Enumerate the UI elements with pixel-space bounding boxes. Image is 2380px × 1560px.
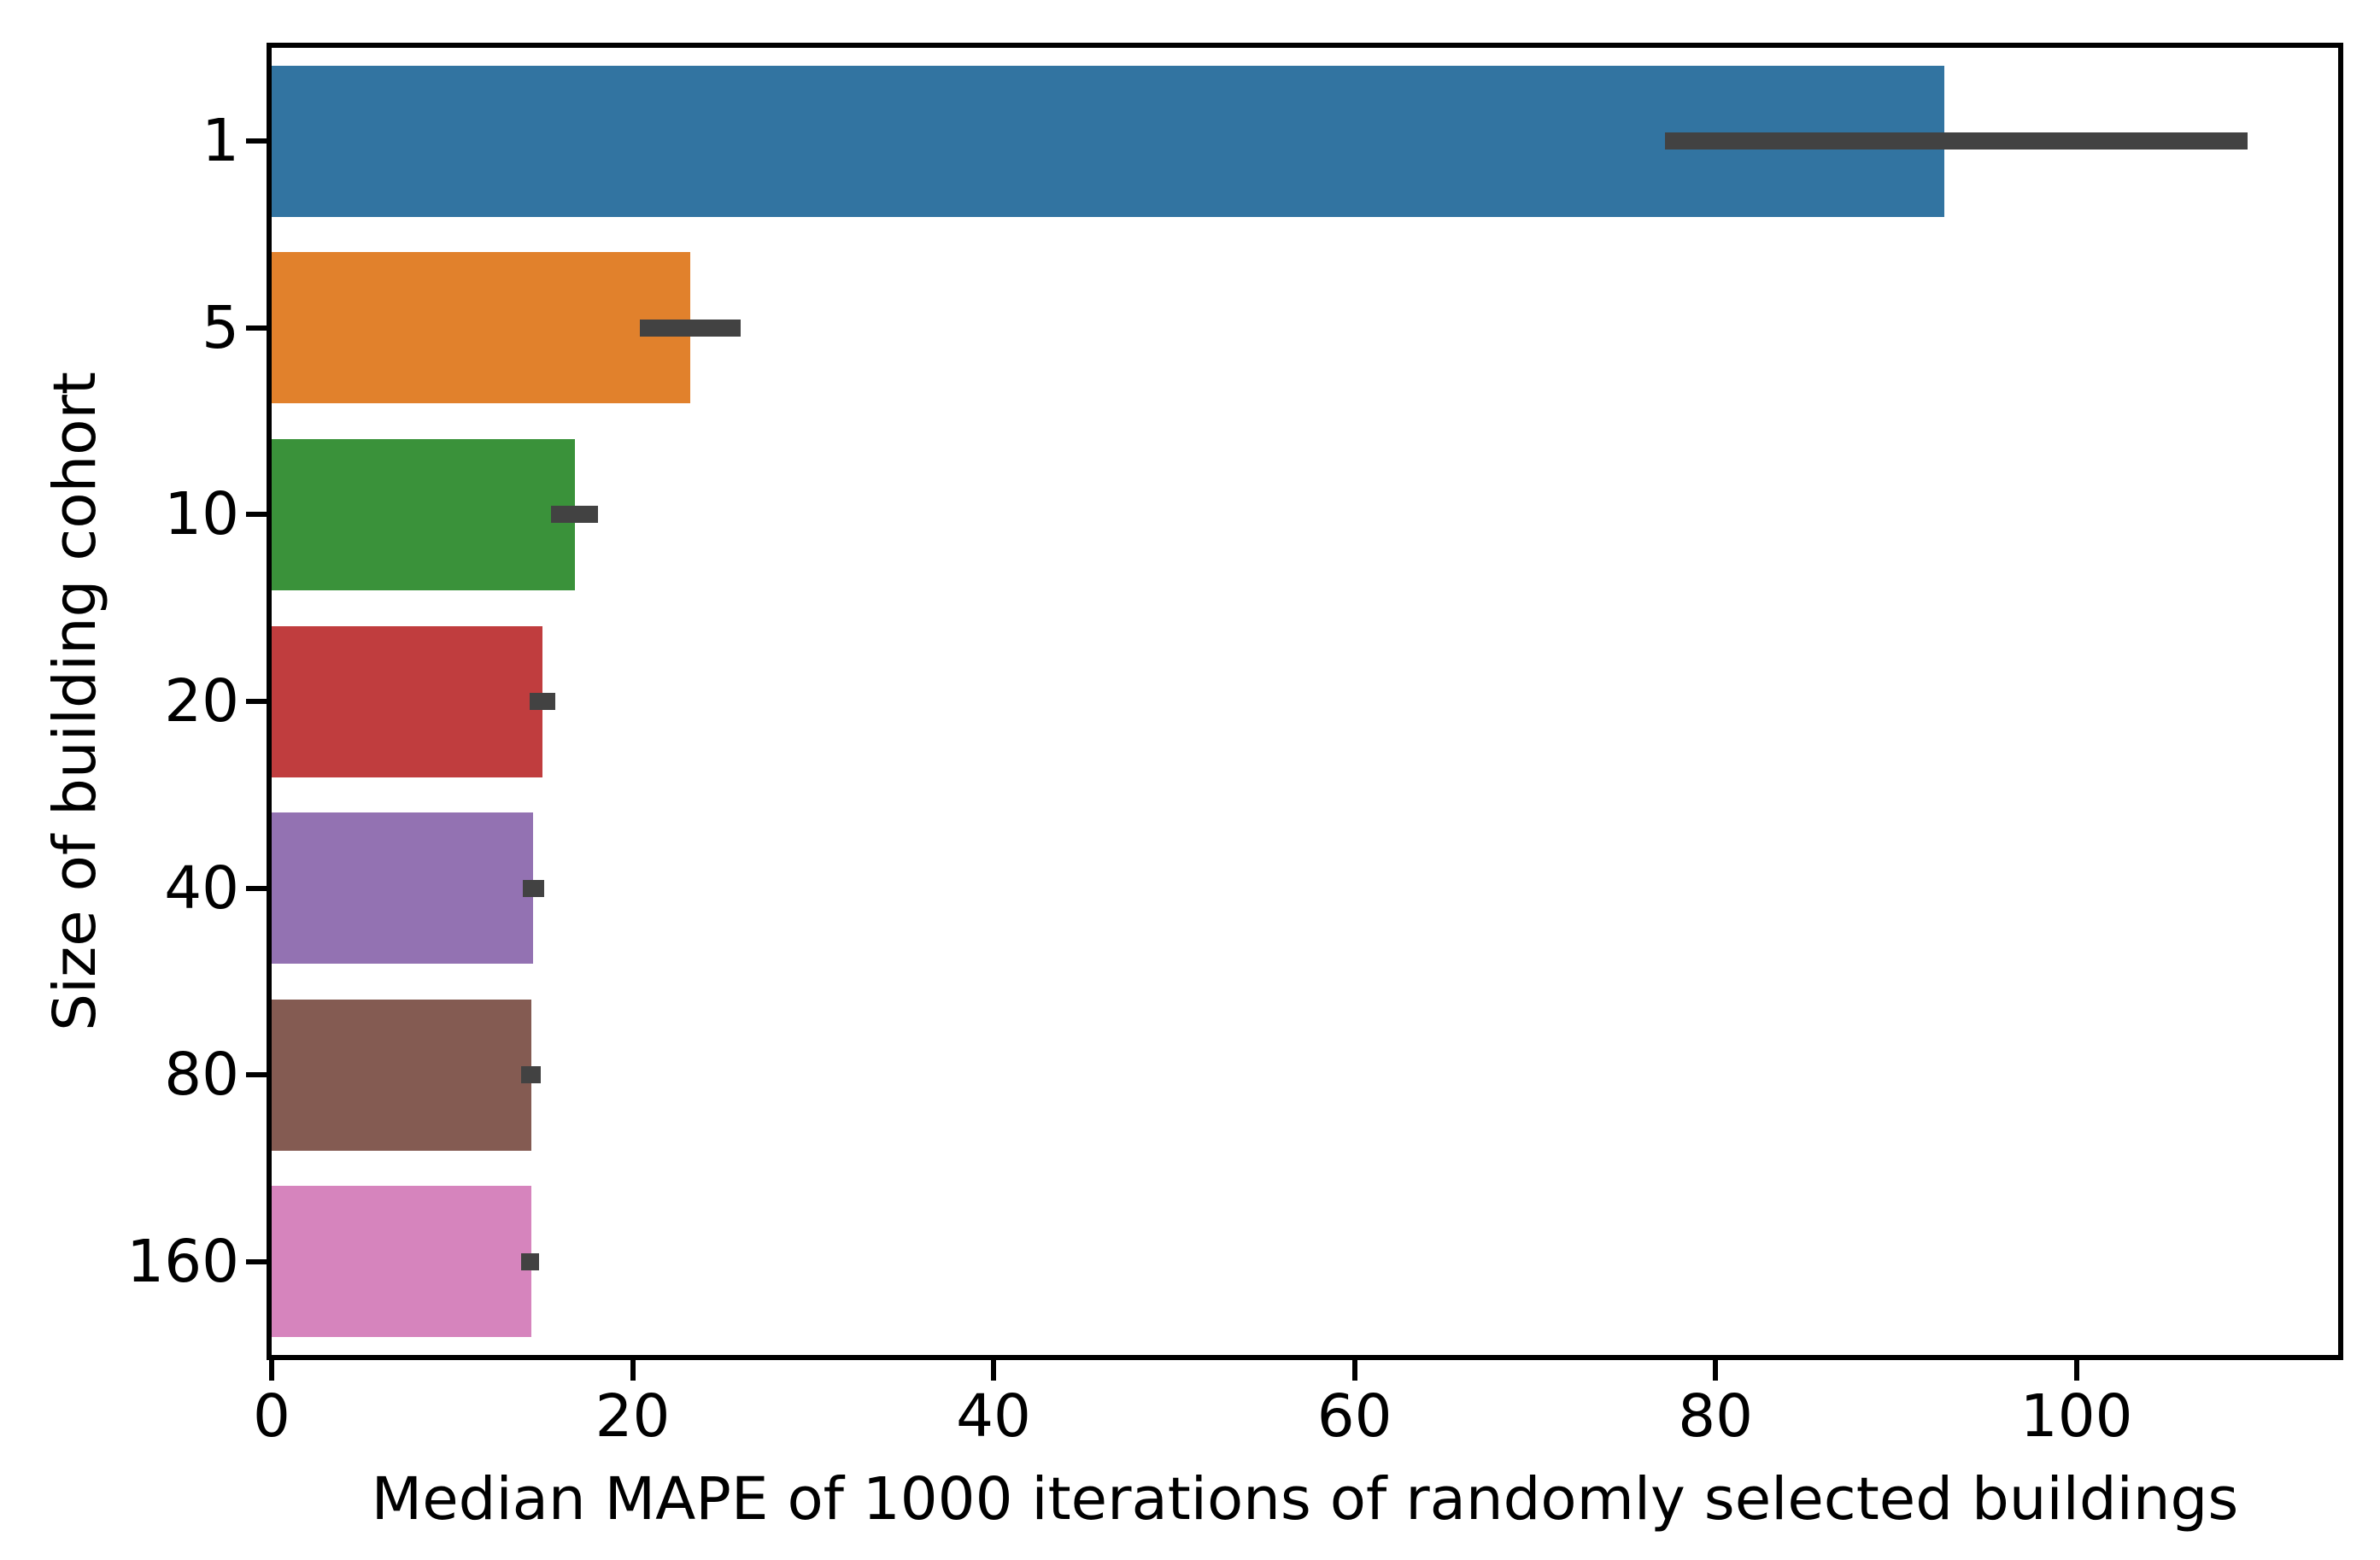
y-tick-mark	[246, 1258, 267, 1264]
x-tick-mark	[1351, 1360, 1357, 1381]
error-bar-cohort-40	[522, 879, 544, 897]
y-tick-label: 40	[164, 853, 239, 923]
error-bar-cohort-1	[1664, 132, 2248, 150]
y-tick-label: 1	[202, 107, 239, 176]
y-tick-mark	[246, 699, 267, 704]
x-tick-label: 100	[2019, 1382, 2133, 1451]
x-tick-mark	[1713, 1360, 1719, 1381]
x-tick-mark	[991, 1360, 997, 1381]
bar-cohort-80	[272, 999, 532, 1151]
y-tick-mark	[246, 138, 267, 144]
bar-cohort-40	[272, 812, 534, 965]
y-tick-label: 80	[164, 1041, 239, 1110]
y-tick-label: 5	[202, 293, 239, 362]
error-bar-cohort-80	[520, 1066, 541, 1084]
y-tick-mark	[246, 325, 267, 331]
x-tick-label: 60	[1316, 1382, 1392, 1451]
x-tick-mark	[269, 1360, 274, 1381]
x-tick-label: 0	[253, 1382, 290, 1451]
y-tick-label: 10	[164, 480, 239, 549]
bar-cohort-5	[272, 252, 691, 404]
x-tick-label: 40	[956, 1382, 1031, 1451]
x-axis-label: Median MAPE of 1000 iterations of random…	[371, 1465, 2239, 1534]
error-bar-cohort-160	[520, 1252, 539, 1270]
bar-cohort-160	[272, 1186, 532, 1338]
x-tick-label: 20	[595, 1382, 671, 1451]
error-bar-cohort-20	[530, 693, 555, 710]
bar-cohort-20	[272, 625, 542, 777]
error-bar-cohort-10	[551, 506, 599, 524]
y-tick-label: 20	[164, 667, 239, 736]
x-tick-label: 80	[1678, 1382, 1754, 1451]
x-tick-mark	[630, 1360, 636, 1381]
error-bar-cohort-5	[639, 319, 742, 337]
y-tick-mark	[246, 512, 267, 518]
y-tick-mark	[246, 885, 267, 891]
y-tick-mark	[246, 1072, 267, 1078]
y-tick-label: 160	[126, 1227, 239, 1296]
x-tick-mark	[2073, 1360, 2079, 1381]
plot-area	[267, 43, 2343, 1360]
bar-cohort-10	[272, 438, 575, 590]
y-axis-label: Size of building cohort	[41, 372, 109, 1031]
